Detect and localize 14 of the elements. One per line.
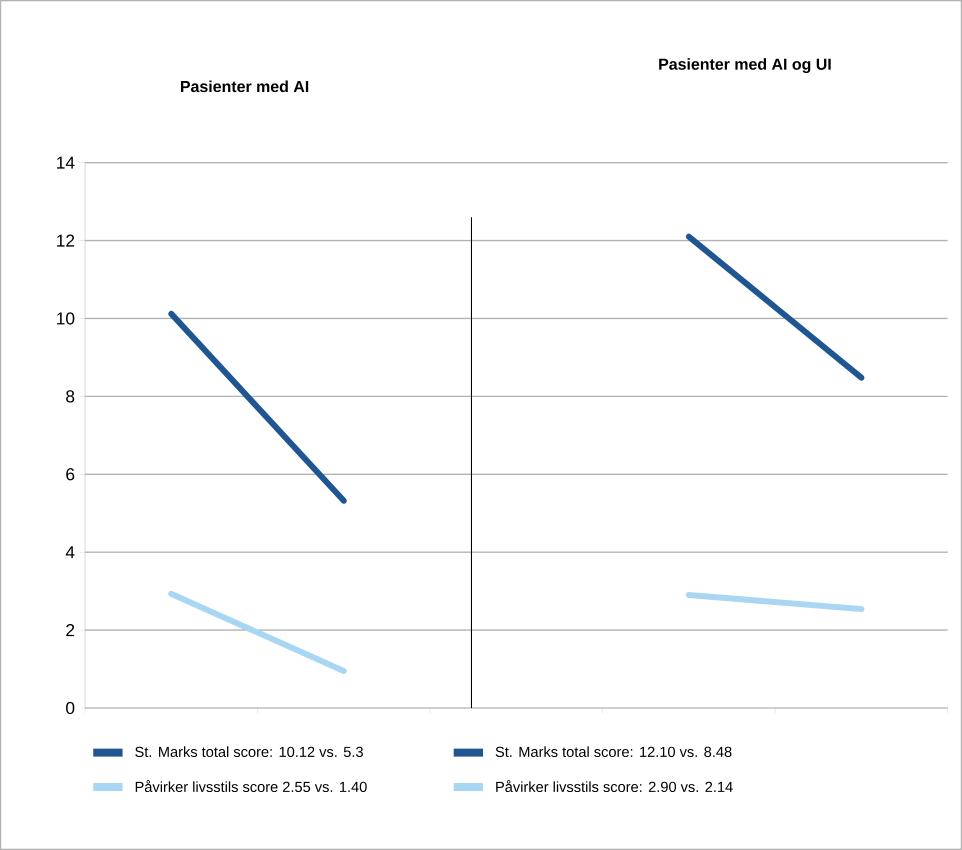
legend-label: Påvirker livsstils score 2.55 vs. 1.40 <box>136 780 367 792</box>
legend-label: Påvirker livsstils score: 2.90 vs. 2.14 <box>496 780 733 792</box>
y-tick-label: 4 <box>66 546 74 558</box>
y-tick-label: 8 <box>66 390 74 402</box>
y-tick-label: 6 <box>66 468 74 480</box>
y-tick-label: 10 <box>57 312 74 325</box>
y-tick-label: 14 <box>57 156 74 169</box>
text: Pasienter med AI <box>180 80 308 92</box>
y-tick-label: 12 <box>57 234 74 247</box>
legend-label: St. Marks total score: 10.12 vs. 5.3 <box>135 746 363 758</box>
legend-label: St. Marks total score: 12.10 vs. 8.48 <box>496 746 732 758</box>
text: Pasienter med AI og UI <box>659 58 831 74</box>
y-tick-label: 2 <box>66 624 74 636</box>
y-tick-label: 0 <box>66 702 74 714</box>
